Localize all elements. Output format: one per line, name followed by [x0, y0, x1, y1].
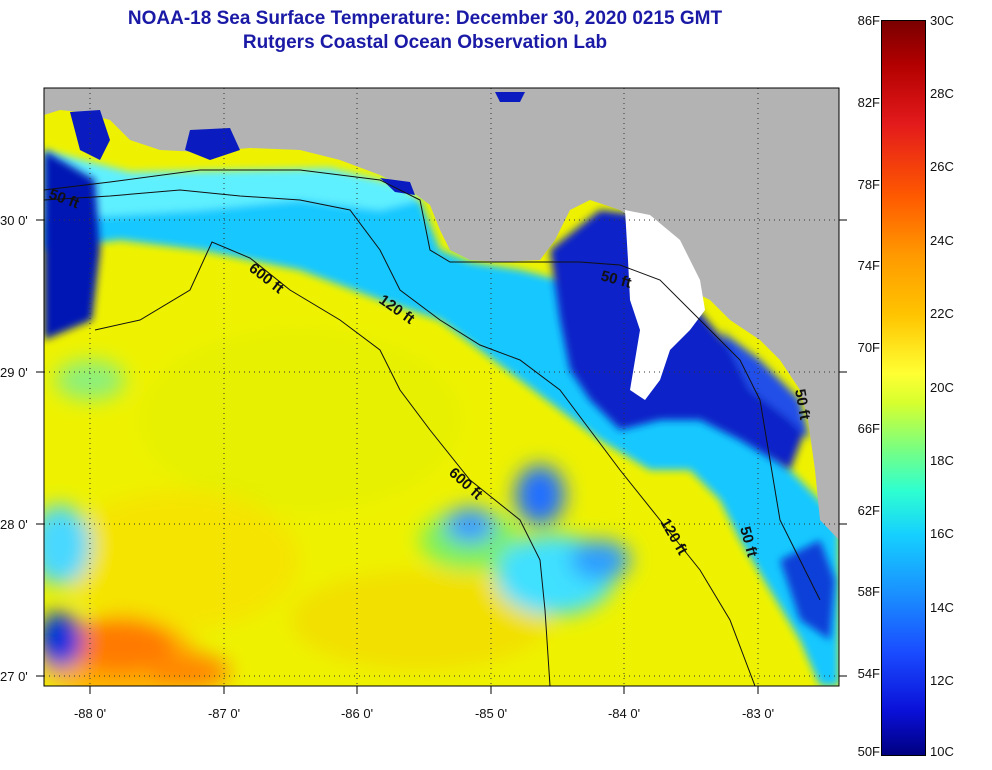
- celsius-label: 26C: [930, 159, 954, 174]
- celsius-label: 24C: [930, 233, 954, 248]
- lon-label: -88 0': [74, 706, 106, 721]
- celsius-label: 16C: [930, 526, 954, 541]
- map-title: NOAA-18 Sea Surface Temperature: Decembe…: [127, 8, 723, 29]
- lon-label: -84 0': [608, 706, 640, 721]
- celsius-label: 18C: [930, 453, 954, 468]
- fahrenheit-label: 58F: [857, 584, 880, 599]
- fahrenheit-label: 78F: [857, 177, 880, 192]
- color-scale-bar: [881, 20, 926, 756]
- celsius-label: 22C: [930, 306, 954, 321]
- celsius-label: 12C: [930, 673, 954, 688]
- cloud-patch: [625, 210, 705, 400]
- map-frame: [43, 87, 840, 687]
- celsius-label: 14C: [930, 600, 954, 615]
- lat-label: 30 0': [0, 213, 28, 228]
- celsius-label: 28C: [930, 86, 954, 101]
- lat-label: 28 0': [0, 517, 28, 532]
- contour-600ft: [94, 241, 551, 686]
- contour-50ft: [44, 169, 821, 601]
- land-mass: [44, 88, 839, 540]
- fahrenheit-label: 62F: [857, 503, 880, 518]
- lon-label: -85 0': [475, 706, 507, 721]
- fahrenheit-label: 70F: [857, 340, 880, 355]
- contour-label: 50 ft: [791, 388, 813, 421]
- depth-contours: [44, 169, 821, 686]
- fahrenheit-label: 86F: [857, 13, 880, 28]
- celsius-label: 30C: [930, 13, 954, 28]
- lat-label: 27 0': [0, 669, 28, 684]
- contour-120ft: [44, 189, 756, 686]
- celsius-label: 20C: [930, 380, 954, 395]
- fahrenheit-label: 66F: [857, 421, 880, 436]
- axis-ticks: [36, 219, 847, 694]
- fahrenheit-label: 50F: [857, 744, 880, 759]
- celsius-label: 10C: [930, 744, 954, 759]
- sst-texture: [44, 330, 630, 686]
- fahrenheit-label: 82F: [857, 95, 880, 110]
- shelf-band: [44, 150, 839, 686]
- lon-label: -87 0': [208, 706, 240, 721]
- fahrenheit-label: 74F: [857, 258, 880, 273]
- lon-label: -86 0': [341, 706, 373, 721]
- lat-label: 29 0': [0, 365, 28, 380]
- map-subtitle: Rutgers Coastal Ocean Observation Lab: [242, 32, 608, 53]
- lon-label: -83 0': [742, 706, 774, 721]
- fahrenheit-label: 54F: [857, 666, 880, 681]
